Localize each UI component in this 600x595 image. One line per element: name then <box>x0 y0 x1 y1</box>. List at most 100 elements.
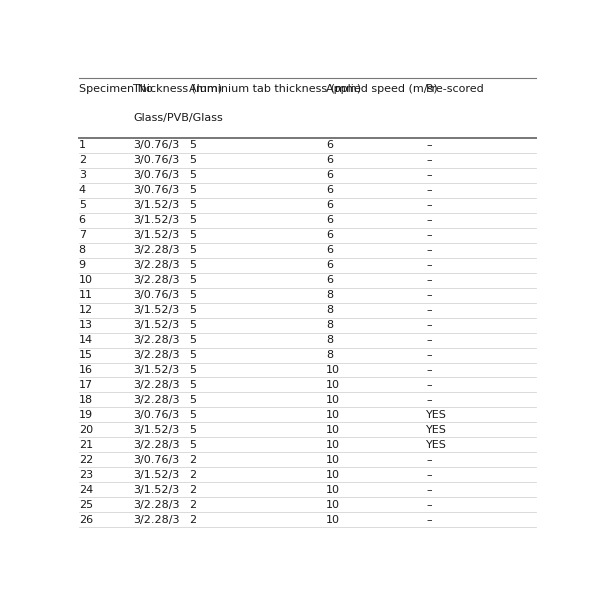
Text: –: – <box>426 170 432 180</box>
Text: YES: YES <box>426 440 447 450</box>
Text: 12: 12 <box>79 305 93 315</box>
Text: –: – <box>426 455 432 465</box>
Text: 5: 5 <box>189 395 196 405</box>
Text: 3/2.28/3: 3/2.28/3 <box>133 260 179 270</box>
Text: –: – <box>426 485 432 495</box>
Text: 5: 5 <box>189 215 196 226</box>
Text: 10: 10 <box>326 455 340 465</box>
Text: 6: 6 <box>326 201 333 210</box>
Text: 10: 10 <box>79 275 93 285</box>
Text: –: – <box>426 185 432 195</box>
Text: 3/0.76/3: 3/0.76/3 <box>133 185 179 195</box>
Text: –: – <box>426 395 432 405</box>
Text: 5: 5 <box>189 201 196 210</box>
Text: 6: 6 <box>326 230 333 240</box>
Text: 5: 5 <box>189 305 196 315</box>
Text: 8: 8 <box>79 245 86 255</box>
Text: 3/0.76/3: 3/0.76/3 <box>133 290 179 300</box>
Text: 2: 2 <box>189 455 196 465</box>
Text: –: – <box>426 335 432 345</box>
Text: –: – <box>426 155 432 165</box>
Text: –: – <box>426 380 432 390</box>
Text: 5: 5 <box>189 425 196 435</box>
Text: 3/1.52/3: 3/1.52/3 <box>133 320 179 330</box>
Text: 10: 10 <box>326 380 340 390</box>
Text: 23: 23 <box>79 470 93 480</box>
Text: 5: 5 <box>189 290 196 300</box>
Text: 3/0.76/3: 3/0.76/3 <box>133 410 179 420</box>
Text: 5: 5 <box>79 201 86 210</box>
Text: 5: 5 <box>189 335 196 345</box>
Text: 3/2.28/3: 3/2.28/3 <box>133 440 179 450</box>
Text: 3/2.28/3: 3/2.28/3 <box>133 335 179 345</box>
Text: –: – <box>426 245 432 255</box>
Text: 24: 24 <box>79 485 93 495</box>
Text: 6: 6 <box>79 215 86 226</box>
Text: –: – <box>426 230 432 240</box>
Text: 19: 19 <box>79 410 93 420</box>
Text: Pre-scored: Pre-scored <box>426 84 485 94</box>
Text: –: – <box>426 290 432 300</box>
Text: 13: 13 <box>79 320 93 330</box>
Text: 5: 5 <box>189 245 196 255</box>
Text: 3: 3 <box>79 170 86 180</box>
Text: 3/1.52/3: 3/1.52/3 <box>133 425 179 435</box>
Text: –: – <box>426 140 432 151</box>
Text: 10: 10 <box>326 410 340 420</box>
Text: 17: 17 <box>79 380 93 390</box>
Text: 6: 6 <box>326 140 333 151</box>
Text: 5: 5 <box>189 380 196 390</box>
Text: 5: 5 <box>189 170 196 180</box>
Text: 10: 10 <box>326 515 340 525</box>
Text: 5: 5 <box>189 155 196 165</box>
Text: –: – <box>426 260 432 270</box>
Text: 22: 22 <box>79 455 93 465</box>
Text: 3/2.28/3: 3/2.28/3 <box>133 245 179 255</box>
Text: 3/0.76/3: 3/0.76/3 <box>133 455 179 465</box>
Text: 2: 2 <box>79 155 86 165</box>
Text: 2: 2 <box>189 470 196 480</box>
Text: 5: 5 <box>189 440 196 450</box>
Text: 6: 6 <box>326 215 333 226</box>
Text: 10: 10 <box>326 365 340 375</box>
Text: 5: 5 <box>189 365 196 375</box>
Text: 5: 5 <box>189 140 196 151</box>
Text: 3/1.52/3: 3/1.52/3 <box>133 485 179 495</box>
Text: –: – <box>426 500 432 510</box>
Text: YES: YES <box>426 425 447 435</box>
Text: –: – <box>426 275 432 285</box>
Text: 3/0.76/3: 3/0.76/3 <box>133 170 179 180</box>
Text: –: – <box>426 365 432 375</box>
Text: 2: 2 <box>189 485 196 495</box>
Text: 10: 10 <box>326 500 340 510</box>
Text: 26: 26 <box>79 515 93 525</box>
Text: 3/2.28/3: 3/2.28/3 <box>133 275 179 285</box>
Text: 1: 1 <box>79 140 86 151</box>
Text: 6: 6 <box>326 155 333 165</box>
Text: –: – <box>426 215 432 226</box>
Text: 6: 6 <box>326 170 333 180</box>
Text: Thickness (mm): Thickness (mm) <box>133 84 222 94</box>
Text: 10: 10 <box>326 470 340 480</box>
Text: 2: 2 <box>189 515 196 525</box>
Text: 3/2.28/3: 3/2.28/3 <box>133 515 179 525</box>
Text: –: – <box>426 201 432 210</box>
Text: 8: 8 <box>326 305 333 315</box>
Text: 6: 6 <box>326 245 333 255</box>
Text: 3/1.52/3: 3/1.52/3 <box>133 365 179 375</box>
Text: 5: 5 <box>189 275 196 285</box>
Text: Aluminium tab thickness (mm): Aluminium tab thickness (mm) <box>189 84 361 94</box>
Text: –: – <box>426 305 432 315</box>
Text: Glass/PVB/Glass: Glass/PVB/Glass <box>133 112 223 123</box>
Text: 3/1.52/3: 3/1.52/3 <box>133 215 179 226</box>
Text: –: – <box>426 470 432 480</box>
Text: 5: 5 <box>189 230 196 240</box>
Text: 5: 5 <box>189 350 196 360</box>
Text: 8: 8 <box>326 320 333 330</box>
Text: 11: 11 <box>79 290 93 300</box>
Text: –: – <box>426 350 432 360</box>
Text: 10: 10 <box>326 440 340 450</box>
Text: 5: 5 <box>189 185 196 195</box>
Text: 6: 6 <box>326 275 333 285</box>
Text: 3/0.76/3: 3/0.76/3 <box>133 140 179 151</box>
